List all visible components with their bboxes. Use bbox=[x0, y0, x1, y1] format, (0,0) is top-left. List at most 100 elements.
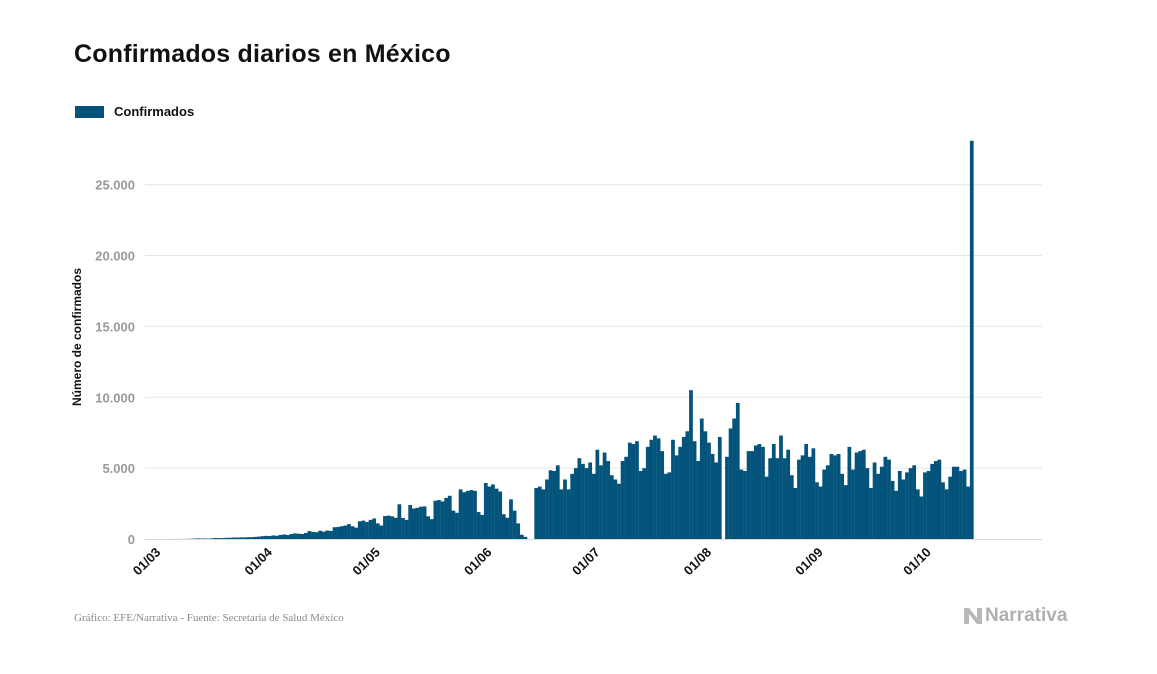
bar bbox=[894, 490, 899, 539]
bar bbox=[239, 537, 243, 539]
bar bbox=[771, 444, 776, 539]
bar bbox=[228, 537, 233, 539]
y-tick-label: 0 bbox=[128, 532, 135, 547]
bar bbox=[901, 479, 906, 539]
bar bbox=[861, 449, 866, 539]
bar bbox=[357, 521, 362, 539]
bar bbox=[433, 500, 438, 539]
bar bbox=[919, 496, 924, 539]
bar bbox=[732, 418, 737, 539]
bar bbox=[602, 452, 607, 539]
bar bbox=[559, 489, 564, 539]
bar bbox=[210, 538, 215, 539]
x-tick-label: 01/06 bbox=[461, 545, 495, 579]
bar bbox=[318, 530, 323, 539]
chart-title: Confirmados diarios en México bbox=[74, 40, 451, 68]
gridlines bbox=[145, 184, 1042, 469]
bar bbox=[249, 537, 254, 539]
bar bbox=[505, 517, 510, 539]
bar bbox=[645, 446, 650, 539]
bar bbox=[285, 535, 290, 539]
bar bbox=[483, 483, 488, 539]
bar bbox=[876, 473, 881, 539]
bar bbox=[872, 462, 877, 539]
bar bbox=[321, 531, 326, 539]
bar bbox=[962, 469, 967, 539]
bar bbox=[361, 520, 366, 539]
bar bbox=[347, 524, 351, 539]
bar bbox=[397, 504, 402, 539]
bar bbox=[915, 489, 920, 539]
y-tick-label: 20.000 bbox=[95, 249, 135, 264]
bar bbox=[217, 538, 222, 539]
bar bbox=[768, 458, 773, 539]
bar bbox=[764, 476, 769, 539]
bar bbox=[879, 466, 884, 539]
x-tick-label: 01/09 bbox=[792, 545, 826, 579]
bar bbox=[811, 448, 816, 539]
bar bbox=[905, 472, 909, 539]
bar bbox=[440, 501, 445, 539]
bar bbox=[620, 461, 625, 539]
bar bbox=[797, 459, 801, 539]
bar bbox=[678, 446, 683, 539]
bar bbox=[897, 470, 902, 539]
bar bbox=[203, 538, 207, 539]
bar bbox=[671, 439, 675, 539]
bar bbox=[937, 459, 942, 539]
legend: Confirmados bbox=[75, 104, 194, 119]
bar bbox=[735, 402, 740, 539]
bar bbox=[815, 482, 819, 539]
bar bbox=[696, 461, 701, 539]
bar bbox=[840, 473, 845, 539]
bar bbox=[512, 510, 517, 539]
bar bbox=[383, 516, 387, 539]
bar bbox=[588, 462, 593, 539]
bar bbox=[577, 458, 582, 539]
bar bbox=[221, 538, 225, 539]
bar bbox=[509, 499, 513, 539]
bar bbox=[606, 461, 611, 539]
bar bbox=[613, 479, 618, 539]
bar bbox=[591, 473, 596, 539]
bar bbox=[959, 470, 963, 539]
bar bbox=[545, 479, 549, 539]
bar bbox=[411, 508, 416, 539]
bar bbox=[786, 449, 791, 539]
bar bbox=[408, 504, 413, 539]
bar bbox=[253, 536, 258, 539]
bar bbox=[444, 497, 449, 539]
bar bbox=[231, 537, 236, 539]
bar bbox=[426, 516, 431, 539]
bar bbox=[537, 486, 542, 539]
bar bbox=[955, 466, 960, 539]
x-tick-label: 01/04 bbox=[241, 544, 275, 578]
bar bbox=[926, 470, 931, 539]
bar bbox=[401, 518, 405, 539]
bar bbox=[689, 390, 693, 539]
bar bbox=[422, 506, 427, 539]
bar bbox=[213, 537, 218, 539]
bar bbox=[887, 459, 891, 539]
bar bbox=[296, 533, 301, 539]
bar bbox=[649, 439, 654, 539]
narrativa-logo-icon bbox=[964, 608, 982, 624]
bar bbox=[325, 530, 330, 539]
bar bbox=[419, 506, 423, 539]
bar bbox=[908, 468, 913, 539]
bar bbox=[807, 456, 812, 539]
bar bbox=[883, 456, 888, 539]
bar bbox=[703, 431, 708, 539]
bar bbox=[581, 463, 585, 539]
bar bbox=[519, 534, 524, 539]
bar bbox=[599, 465, 603, 539]
bar bbox=[311, 531, 315, 539]
bar bbox=[293, 533, 297, 539]
bar bbox=[501, 514, 506, 539]
y-axis-label: Número de confirmados bbox=[70, 268, 84, 406]
bar bbox=[667, 472, 672, 539]
bar bbox=[869, 487, 873, 539]
bar bbox=[260, 536, 265, 539]
bar bbox=[710, 453, 715, 539]
bar bbox=[631, 444, 636, 539]
